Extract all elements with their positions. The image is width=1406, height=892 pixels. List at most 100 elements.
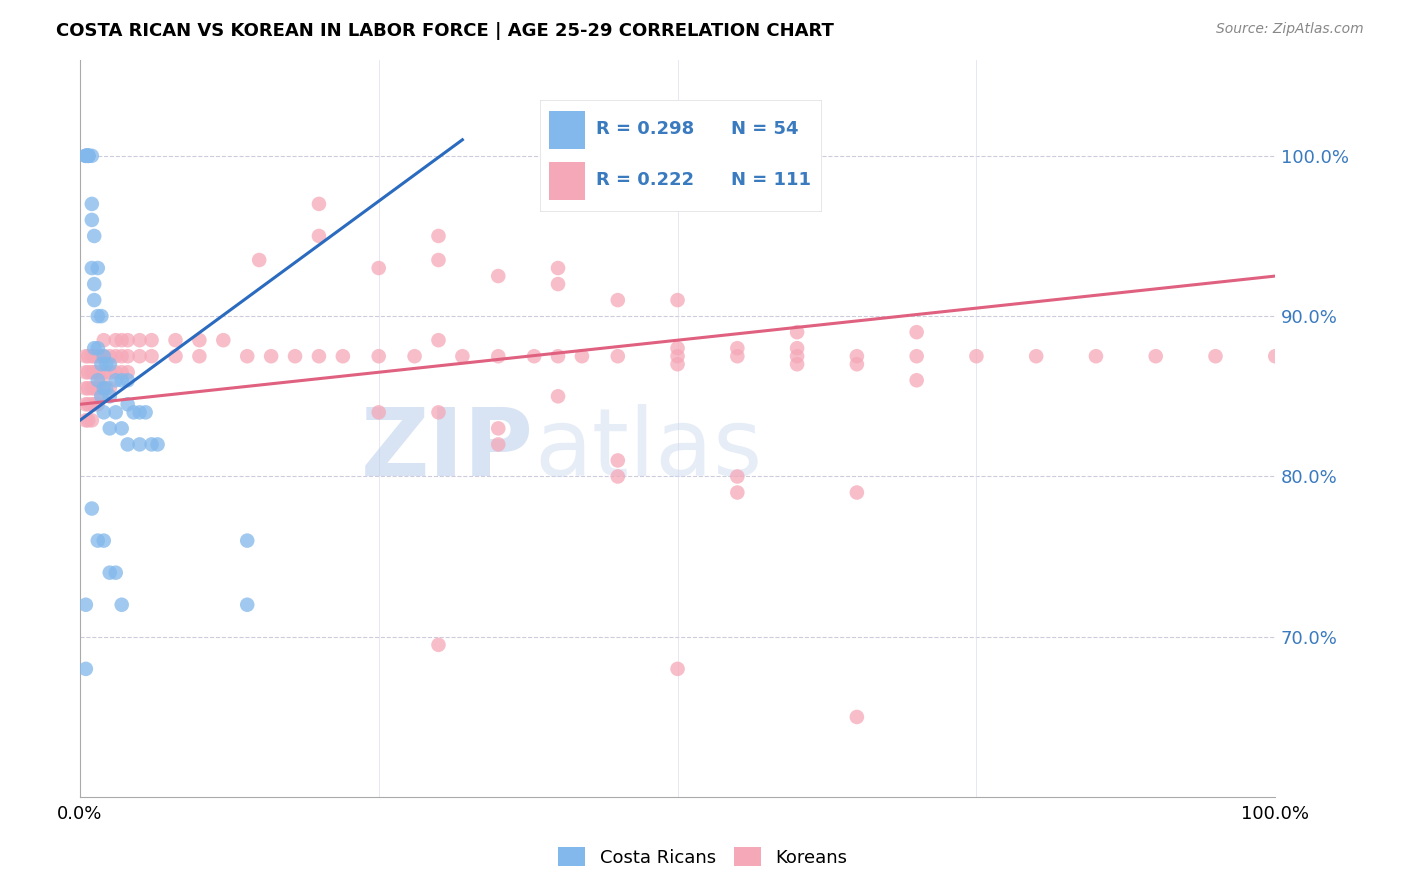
Koreans bbox=[486, 437, 509, 451]
Costa Ricans bbox=[80, 149, 103, 163]
Koreans bbox=[141, 333, 163, 347]
Koreans bbox=[165, 333, 187, 347]
Koreans bbox=[98, 349, 121, 363]
Koreans bbox=[786, 357, 808, 371]
Costa Ricans bbox=[90, 389, 112, 403]
Koreans bbox=[786, 341, 808, 355]
Koreans bbox=[98, 365, 121, 379]
Text: Source: ZipAtlas.com: Source: ZipAtlas.com bbox=[1216, 22, 1364, 37]
Koreans bbox=[80, 381, 103, 395]
Koreans bbox=[117, 349, 139, 363]
Costa Ricans bbox=[117, 437, 139, 451]
Koreans bbox=[83, 365, 105, 379]
Koreans bbox=[666, 662, 689, 676]
Koreans bbox=[606, 453, 628, 467]
Koreans bbox=[260, 349, 283, 363]
Koreans bbox=[486, 421, 509, 435]
Costa Ricans bbox=[87, 260, 110, 275]
Costa Ricans bbox=[80, 213, 103, 227]
Costa Ricans bbox=[90, 357, 112, 371]
Koreans bbox=[965, 349, 987, 363]
Koreans bbox=[427, 405, 450, 419]
Koreans bbox=[93, 381, 115, 395]
Costa Ricans bbox=[75, 149, 97, 163]
Koreans bbox=[117, 333, 139, 347]
Koreans bbox=[725, 341, 748, 355]
Koreans bbox=[247, 253, 270, 268]
Koreans bbox=[83, 349, 105, 363]
Koreans bbox=[80, 365, 103, 379]
Koreans bbox=[80, 413, 103, 427]
Costa Ricans bbox=[83, 293, 105, 307]
Koreans bbox=[451, 349, 474, 363]
Costa Ricans bbox=[236, 598, 259, 612]
Koreans bbox=[486, 268, 509, 283]
Koreans bbox=[90, 389, 112, 403]
Koreans bbox=[90, 349, 112, 363]
Koreans bbox=[128, 333, 150, 347]
Koreans bbox=[188, 333, 211, 347]
Koreans bbox=[93, 349, 115, 363]
Koreans bbox=[1144, 349, 1167, 363]
Koreans bbox=[1084, 349, 1107, 363]
Costa Ricans bbox=[87, 309, 110, 323]
Koreans bbox=[236, 349, 259, 363]
Koreans bbox=[427, 638, 450, 652]
Koreans bbox=[87, 349, 110, 363]
Koreans bbox=[75, 381, 97, 395]
Koreans bbox=[308, 229, 330, 244]
Costa Ricans bbox=[90, 309, 112, 323]
Koreans bbox=[427, 229, 450, 244]
Koreans bbox=[666, 349, 689, 363]
Koreans bbox=[93, 333, 115, 347]
Costa Ricans bbox=[128, 405, 150, 419]
Costa Ricans bbox=[83, 341, 105, 355]
Costa Ricans bbox=[98, 357, 121, 371]
Costa Ricans bbox=[75, 598, 97, 612]
Costa Ricans bbox=[93, 349, 115, 363]
Koreans bbox=[1025, 349, 1047, 363]
Costa Ricans bbox=[104, 373, 127, 387]
Koreans bbox=[77, 397, 100, 411]
Costa Ricans bbox=[104, 405, 127, 419]
Costa Ricans bbox=[77, 149, 100, 163]
Koreans bbox=[77, 381, 100, 395]
Koreans bbox=[104, 365, 127, 379]
Koreans bbox=[308, 197, 330, 211]
Koreans bbox=[606, 349, 628, 363]
Koreans bbox=[905, 373, 928, 387]
Costa Ricans bbox=[111, 421, 134, 435]
Koreans bbox=[212, 333, 235, 347]
Koreans bbox=[547, 260, 569, 275]
Koreans bbox=[845, 485, 868, 500]
Koreans bbox=[547, 349, 569, 363]
Costa Ricans bbox=[93, 405, 115, 419]
Costa Ricans bbox=[146, 437, 169, 451]
Koreans bbox=[284, 349, 307, 363]
Koreans bbox=[547, 277, 569, 291]
Koreans bbox=[117, 365, 139, 379]
Koreans bbox=[905, 349, 928, 363]
Costa Ricans bbox=[87, 533, 110, 548]
Koreans bbox=[786, 349, 808, 363]
Costa Ricans bbox=[96, 381, 118, 395]
Koreans bbox=[404, 349, 426, 363]
Koreans bbox=[427, 253, 450, 268]
Text: atlas: atlas bbox=[534, 404, 762, 497]
Koreans bbox=[77, 413, 100, 427]
Costa Ricans bbox=[93, 381, 115, 395]
Costa Ricans bbox=[87, 373, 110, 387]
Koreans bbox=[75, 365, 97, 379]
Costa Ricans bbox=[98, 389, 121, 403]
Costa Ricans bbox=[128, 437, 150, 451]
Koreans bbox=[666, 341, 689, 355]
Koreans bbox=[75, 397, 97, 411]
Koreans bbox=[332, 349, 354, 363]
Costa Ricans bbox=[135, 405, 157, 419]
Costa Ricans bbox=[87, 341, 110, 355]
Costa Ricans bbox=[98, 566, 121, 580]
Costa Ricans bbox=[80, 197, 103, 211]
Costa Ricans bbox=[77, 149, 100, 163]
Koreans bbox=[523, 349, 546, 363]
Costa Ricans bbox=[117, 373, 139, 387]
